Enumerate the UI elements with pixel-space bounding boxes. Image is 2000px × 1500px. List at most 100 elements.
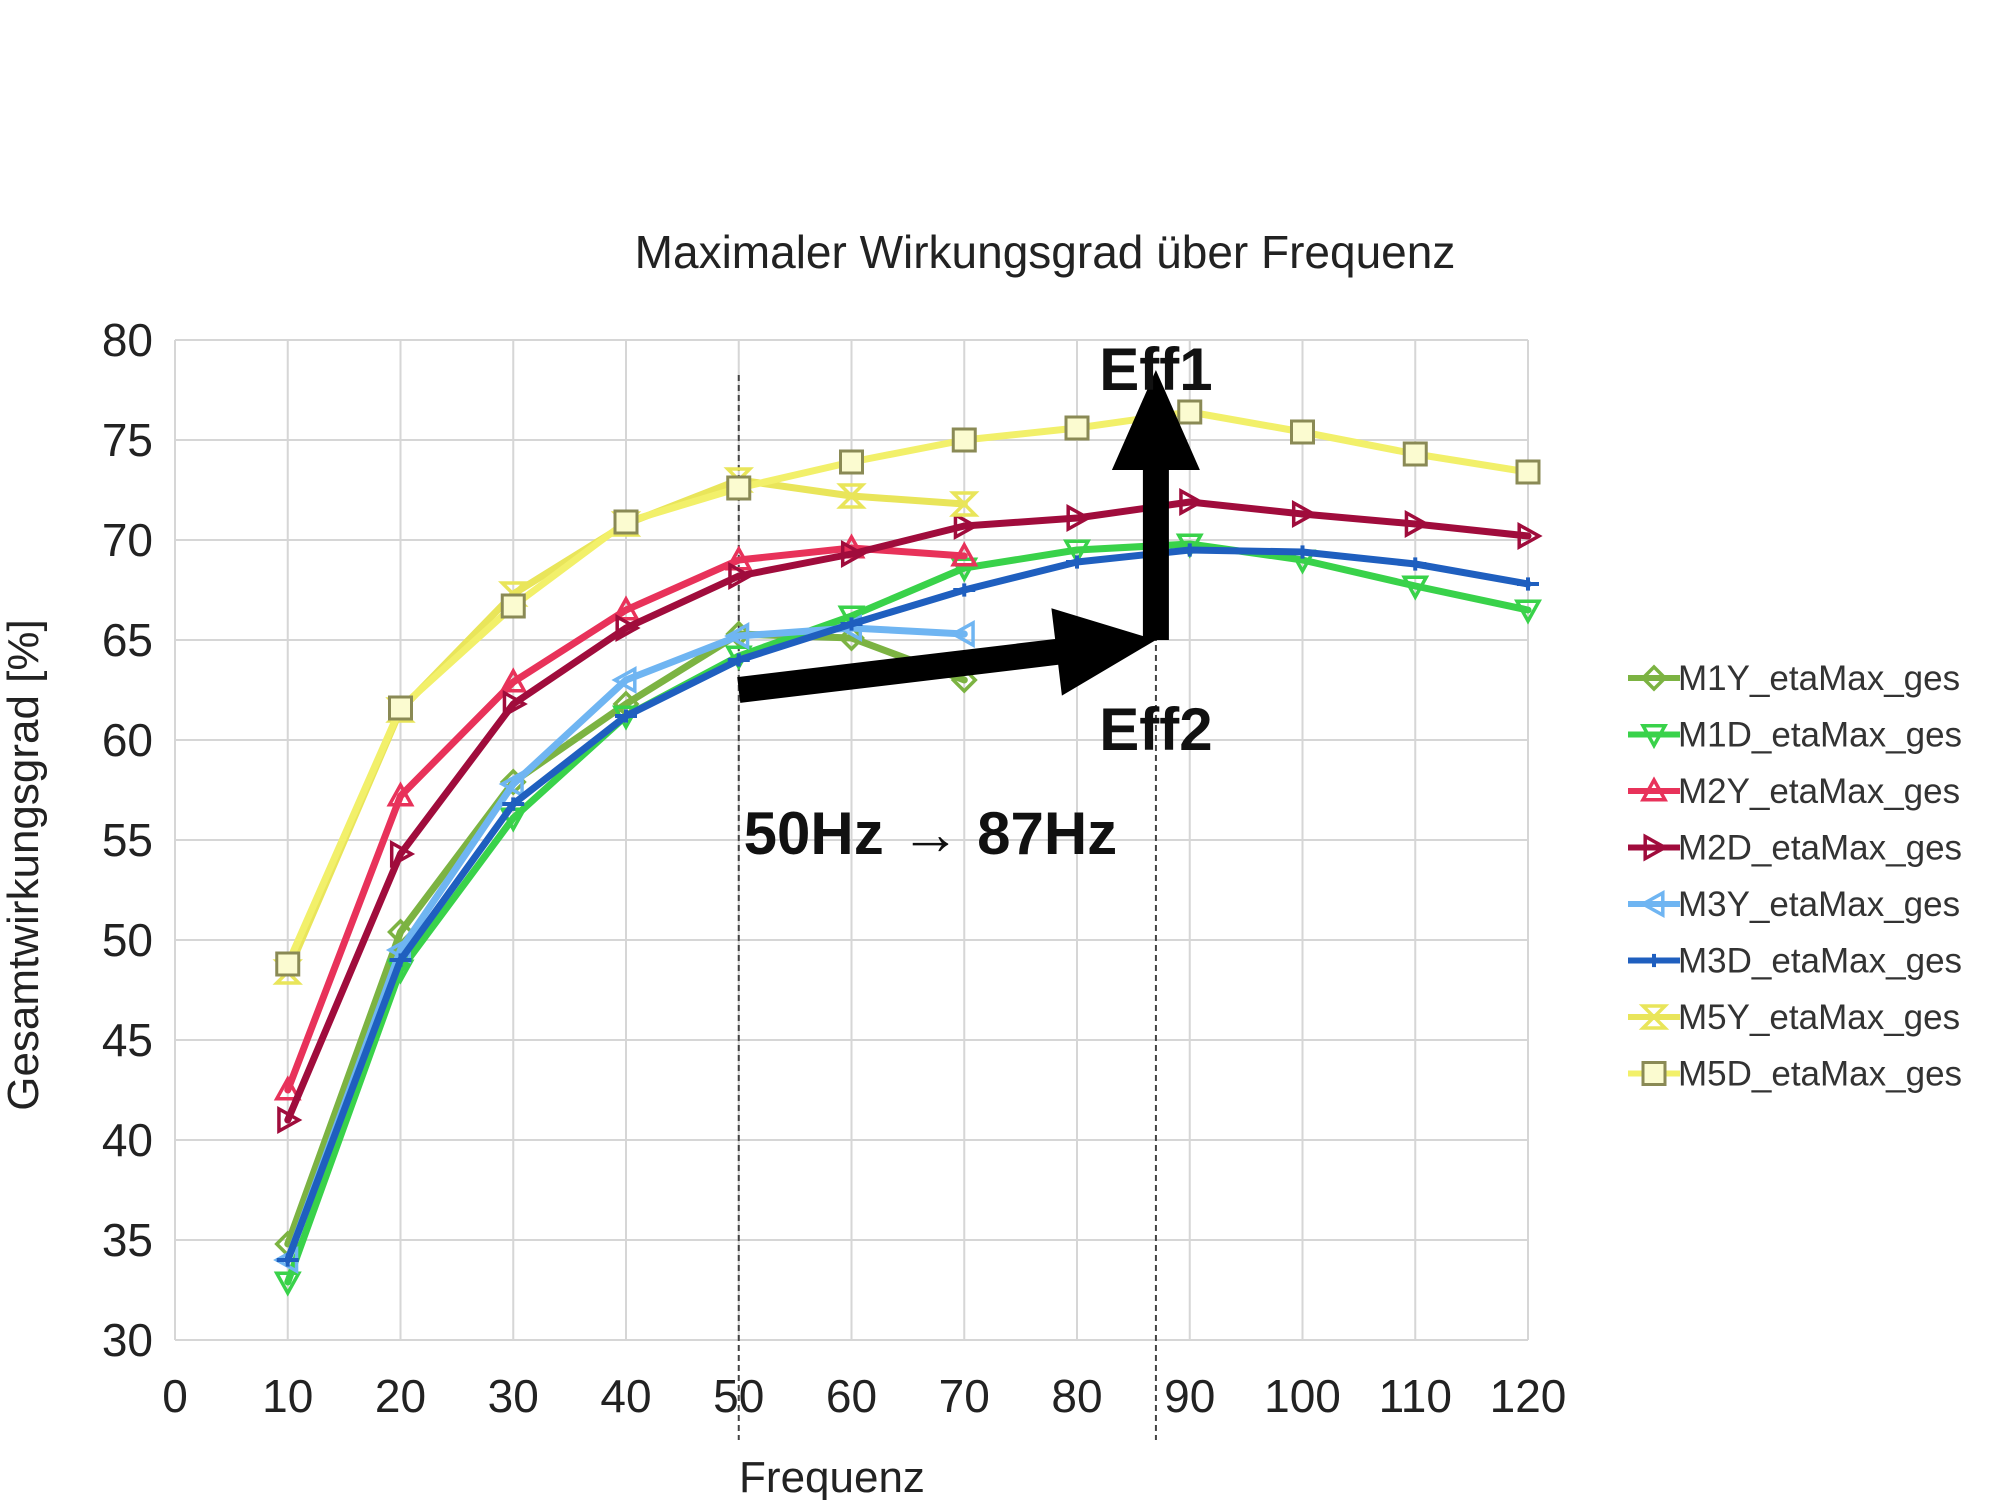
series-line [284, 546, 1532, 1264]
x-tick-label: 50 [713, 1370, 764, 1422]
triangle-down-marker [1514, 599, 1542, 625]
series-line [284, 540, 1532, 1286]
triangle-right-marker [1517, 522, 1543, 550]
square-marker [613, 509, 639, 535]
triangle-down-marker [1640, 723, 1668, 750]
legend-label: M3D_etaMax_ges [1678, 942, 1962, 981]
triangle-down-marker [273, 1271, 302, 1297]
grid [174, 339, 1529, 1341]
square-marker [1402, 441, 1428, 467]
x-tick-label: 40 [600, 1370, 651, 1422]
cross-marker [615, 709, 637, 723]
square-marker [1515, 459, 1541, 485]
series-line [284, 630, 968, 1248]
arrow-diagonal [737, 608, 1156, 703]
triangle-left-marker [949, 620, 975, 648]
arrow-vertical [1111, 370, 1200, 640]
triangle-left-marker [1639, 890, 1665, 918]
triangle-left-marker [611, 666, 637, 694]
cross-marker [1178, 543, 1201, 557]
triangle-up-marker [273, 1075, 302, 1101]
square-marker [500, 593, 526, 619]
x-tick-label: 30 [488, 1370, 539, 1422]
series-line [284, 498, 1532, 1124]
annotations: Eff1 Eff2 50Hz → 87Hz [737, 336, 1213, 867]
series-M2D_etaMax_ges [277, 488, 1543, 1134]
legend-item: M1Y_etaMax_ges [1628, 659, 1960, 698]
cross-marker [1517, 577, 1539, 591]
series-group [272, 399, 1543, 1297]
x-axis-label: Frequenz [739, 1453, 925, 1500]
legend-item: M5D_etaMax_ges [1628, 1055, 1962, 1094]
triangle-right-marker [1404, 510, 1430, 538]
triangle-right-marker [502, 690, 528, 718]
square-marker [839, 449, 864, 475]
cross-marker [389, 953, 412, 967]
legend-label: M1Y_etaMax_ges [1678, 659, 1960, 698]
cross-marker [953, 583, 976, 597]
cross-marker [1066, 555, 1088, 569]
y-tick-label: 60 [102, 714, 153, 766]
triangle-left-marker [498, 770, 524, 798]
triangle-right-marker [1291, 500, 1318, 528]
x-tick-label: 0 [162, 1370, 188, 1422]
triangle-right-marker [953, 512, 979, 540]
square-marker [275, 951, 301, 977]
square-marker [1177, 399, 1203, 425]
hourglass-marker [836, 483, 867, 509]
triangle-up-marker [612, 595, 640, 621]
triangle-right-marker [615, 614, 641, 642]
triangle-down-marker [1401, 575, 1430, 601]
y-tick-label: 75 [102, 414, 153, 466]
legend-item: M3Y_etaMax_ges [1628, 885, 1960, 924]
y-tick-label: 35 [102, 1214, 153, 1266]
triangle-right-marker [1643, 833, 1669, 862]
series-M3D_etaMax_ges [276, 543, 1539, 1267]
y-axis-label: Gesamtwirkungsgrad [%] [0, 619, 48, 1111]
square-marker [1290, 419, 1315, 445]
legend-item: M5Y_etaMax_ges [1628, 998, 1960, 1037]
x-tick-label: 60 [826, 1370, 877, 1422]
annotation-eff1: Eff1 [1099, 336, 1212, 403]
square-marker [726, 475, 752, 501]
y-tick-label: 40 [102, 1114, 153, 1166]
x-tick-label: 20 [375, 1370, 426, 1422]
legend-label: M3Y_etaMax_ges [1678, 885, 1960, 924]
y-tick-label: 70 [102, 514, 153, 566]
legend: M1Y_etaMax_ges M1D_etaMax_ges M2Y_etaMax_g… [1628, 659, 1962, 1094]
triangle-right-marker [1066, 504, 1092, 532]
triangle-right-marker [840, 540, 867, 568]
triangle-right-marker [389, 840, 416, 868]
square-marker [1641, 1061, 1667, 1086]
tick-labels: 0 10 20 30 40 50 60 70 80 90 100 110 120 30 35 40 45 50 55… [102, 314, 1567, 1422]
annotation-eff2: Eff2 [1099, 696, 1212, 763]
cross-marker [276, 1253, 299, 1267]
legend-label: M1D_etaMax_ges [1678, 716, 1962, 755]
y-tick-label: 30 [102, 1314, 153, 1366]
triangle-right-marker [728, 562, 754, 590]
x-tick-label: 120 [1490, 1370, 1567, 1422]
y-tick-label: 55 [102, 814, 153, 866]
x-tick-label: 10 [262, 1370, 313, 1422]
series-line [284, 408, 1532, 968]
x-tick-label: 110 [1379, 1370, 1452, 1422]
cross-marker [1404, 557, 1427, 571]
square-marker [388, 695, 413, 721]
legend-item: M2Y_etaMax_ges [1628, 772, 1960, 811]
triangle-up-marker [1640, 776, 1668, 802]
triangle-right-marker [1179, 488, 1205, 516]
y-tick-label: 45 [102, 1014, 153, 1066]
square-marker [951, 427, 977, 453]
y-tick-label: 65 [102, 614, 153, 666]
y-tick-label: 50 [102, 914, 153, 966]
legend-item: M1D_etaMax_ges [1628, 716, 1962, 755]
cross-marker [1291, 545, 1314, 559]
triangle-up-marker [499, 667, 528, 693]
legend-label: M2D_etaMax_ges [1678, 829, 1962, 868]
legend-item: M2D_etaMax_ges [1628, 829, 1962, 868]
cross-marker [727, 653, 750, 667]
y-tick-label: 80 [102, 314, 153, 366]
annotation-50hz-87hz: 50Hz → 87Hz [744, 800, 1117, 867]
x-tick-label: 80 [1051, 1370, 1102, 1422]
